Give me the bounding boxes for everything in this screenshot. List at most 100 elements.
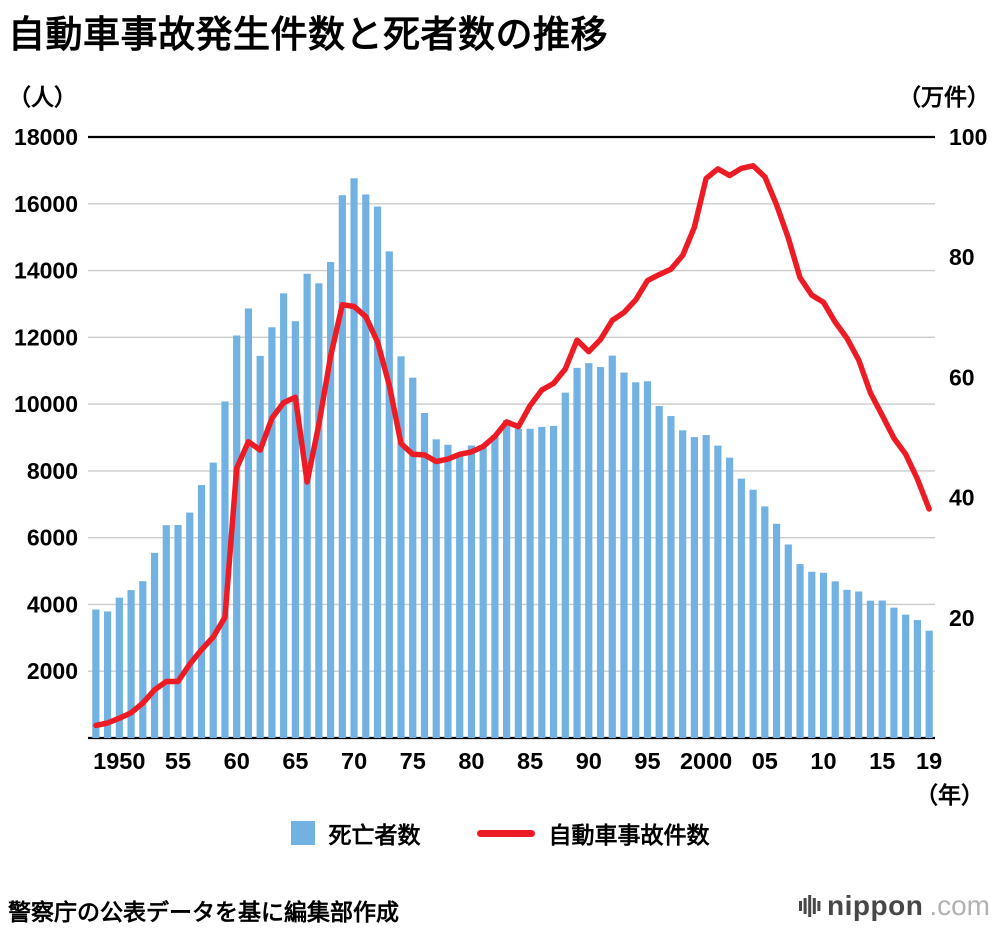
death-bar bbox=[385, 251, 393, 738]
death-bar bbox=[514, 428, 522, 738]
death-bar bbox=[679, 430, 687, 738]
death-bar bbox=[209, 462, 217, 738]
death-bar bbox=[632, 382, 640, 738]
death-bar bbox=[444, 444, 452, 738]
death-bar bbox=[690, 437, 699, 738]
death-bar bbox=[92, 609, 100, 738]
accident-line bbox=[93, 163, 932, 729]
x-tick-label: 85 bbox=[517, 748, 543, 774]
death-bar bbox=[104, 611, 112, 738]
death-bar bbox=[620, 372, 628, 738]
left-tick-label: 10000 bbox=[14, 391, 78, 417]
death-bar bbox=[878, 600, 886, 738]
left-tick-label: 18000 bbox=[14, 124, 78, 150]
death-bar bbox=[373, 206, 382, 738]
death-bar bbox=[467, 445, 476, 738]
left-tick-label: 14000 bbox=[14, 258, 78, 284]
death-bar bbox=[925, 630, 933, 738]
death-bar bbox=[420, 412, 429, 738]
x-tick-label: 55 bbox=[165, 748, 191, 774]
death-bar bbox=[549, 425, 558, 738]
x-tick-label: 2000 bbox=[680, 748, 732, 774]
death-bar bbox=[174, 525, 182, 738]
death-bar bbox=[538, 426, 546, 738]
death-bar bbox=[291, 321, 299, 738]
x-axis-unit: （年） bbox=[915, 782, 984, 808]
death-bar bbox=[643, 381, 652, 738]
death-bar bbox=[831, 581, 839, 738]
right-tick-label: 60 bbox=[949, 364, 975, 390]
death-bar bbox=[479, 446, 487, 738]
death-bar bbox=[150, 552, 159, 738]
nippon-logo: nippon .com bbox=[799, 890, 990, 922]
death-bar bbox=[303, 273, 311, 738]
deaths-label: 死亡者数 bbox=[328, 822, 421, 848]
death-bar bbox=[608, 355, 616, 738]
death-bar bbox=[139, 581, 147, 738]
death-bar bbox=[244, 308, 253, 738]
death-bar bbox=[573, 367, 581, 738]
death-bar bbox=[796, 564, 804, 738]
death-bar bbox=[749, 489, 757, 738]
death-bar bbox=[362, 194, 370, 738]
left-tick-label: 6000 bbox=[27, 525, 78, 551]
x-tick-label: 1950 bbox=[93, 748, 145, 774]
death-bar bbox=[585, 363, 593, 738]
death-bar bbox=[808, 571, 816, 738]
death-bar bbox=[890, 607, 898, 738]
death-bar bbox=[115, 597, 123, 738]
death-bar bbox=[127, 590, 135, 738]
death-bar bbox=[655, 406, 663, 738]
death-bar bbox=[197, 485, 206, 738]
left-tick-label: 8000 bbox=[27, 458, 78, 484]
death-bar bbox=[726, 457, 734, 738]
logo-text-main: nippon bbox=[827, 890, 924, 921]
death-bar bbox=[913, 620, 921, 738]
logo-text-suffix: .com bbox=[929, 890, 990, 921]
death-bar bbox=[819, 572, 828, 738]
death-bar bbox=[737, 478, 745, 738]
right-tick-label: 100 bbox=[949, 124, 987, 150]
accidents-swatch bbox=[476, 829, 535, 837]
death-bar bbox=[186, 512, 194, 738]
death-bar bbox=[702, 435, 710, 738]
death-bar bbox=[233, 335, 241, 738]
x-tick-label: 65 bbox=[282, 748, 308, 774]
left-axis-unit: （人） bbox=[8, 84, 77, 110]
x-tick-label: 60 bbox=[224, 748, 250, 774]
death-bar bbox=[866, 600, 875, 738]
legend: 死亡者数 自動車事故件数 bbox=[0, 812, 1000, 854]
death-bar bbox=[843, 589, 851, 738]
death-bar bbox=[338, 195, 346, 738]
x-tick-label: 95 bbox=[634, 748, 660, 774]
death-bar bbox=[503, 420, 511, 738]
left-tick-label: 4000 bbox=[27, 591, 78, 617]
x-tick-label: 80 bbox=[458, 748, 484, 774]
nippon-logo-icon bbox=[799, 895, 821, 917]
death-bar bbox=[456, 455, 464, 738]
right-tick-label: 80 bbox=[949, 244, 975, 270]
right-axis-unit: （万件） bbox=[898, 84, 990, 110]
death-bar bbox=[714, 445, 722, 738]
death-bar bbox=[902, 614, 910, 738]
death-bar bbox=[491, 435, 499, 738]
source-note: 警察庁の公表データを基に編集部作成 bbox=[8, 899, 399, 925]
accidents-label: 自動車事故件数 bbox=[548, 822, 710, 848]
death-bar bbox=[268, 327, 276, 738]
death-bar bbox=[326, 262, 335, 738]
death-bar bbox=[221, 401, 229, 738]
death-bar bbox=[280, 293, 288, 738]
death-bar bbox=[162, 525, 170, 738]
chart-title: 自動車事故発生件数と死者数の推移 bbox=[8, 14, 608, 55]
death-bar bbox=[772, 523, 781, 738]
left-tick-label: 12000 bbox=[14, 324, 78, 350]
x-tick-label: 70 bbox=[341, 748, 367, 774]
death-bar bbox=[855, 591, 863, 738]
deaths-swatch bbox=[290, 821, 315, 845]
x-tick-label: 15 bbox=[869, 748, 895, 774]
death-bar bbox=[432, 439, 440, 738]
death-bar bbox=[784, 544, 792, 738]
right-tick-label: 20 bbox=[949, 605, 975, 631]
